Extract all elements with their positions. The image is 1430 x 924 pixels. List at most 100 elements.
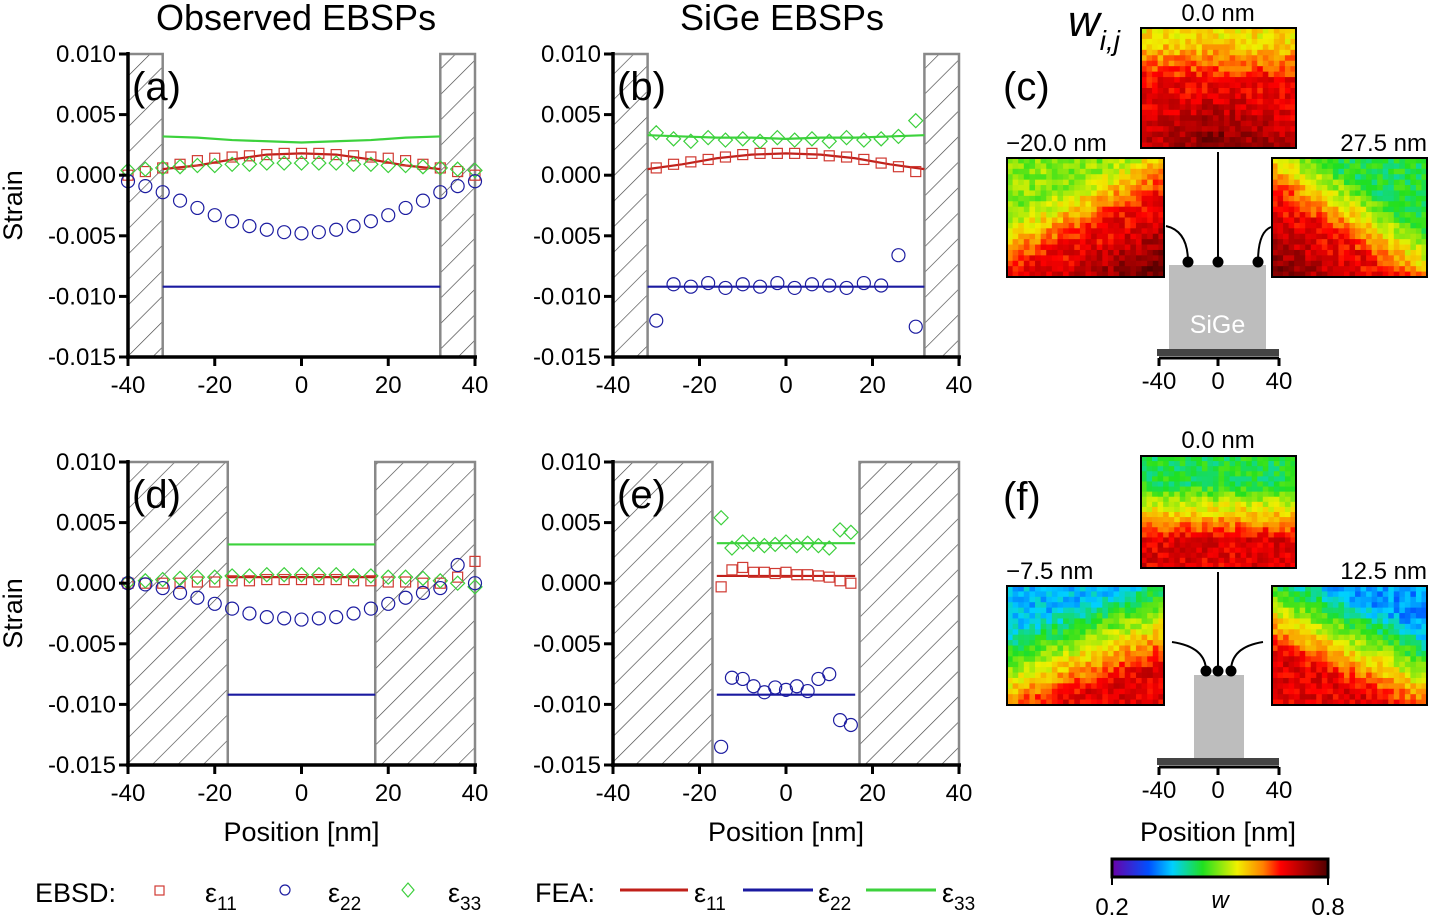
heatmap-cell bbox=[1290, 98, 1297, 105]
heatmap-cell bbox=[1240, 93, 1247, 100]
heatmap-cell bbox=[1091, 602, 1098, 609]
ebsd-point-e33 bbox=[769, 129, 786, 146]
heatmap-cell bbox=[1218, 512, 1225, 518]
heatmap-cell bbox=[1201, 120, 1208, 127]
heatmap-cell bbox=[1168, 491, 1175, 498]
heatmap-cell bbox=[1229, 104, 1236, 111]
heatmap-cell bbox=[1174, 562, 1181, 569]
heatmap-cell bbox=[1135, 174, 1142, 181]
heatmap-cell bbox=[1130, 688, 1137, 695]
heatmap-cell bbox=[1057, 613, 1064, 619]
heatmap-cell bbox=[1085, 688, 1092, 695]
heatmap-cell bbox=[1174, 44, 1181, 51]
ebsd-point-e33 bbox=[363, 568, 379, 584]
heatmap-cell bbox=[1051, 163, 1058, 170]
heatmap-cell bbox=[1018, 168, 1025, 175]
ebsd-point-e33 bbox=[810, 537, 827, 554]
heatmap-cell bbox=[1063, 645, 1070, 652]
heatmap-cell bbox=[1141, 163, 1148, 170]
heatmap-cell bbox=[1268, 28, 1275, 34]
heatmap-cell bbox=[1273, 506, 1280, 513]
heatmap-cell bbox=[1421, 163, 1428, 170]
title-sige: SiGe EBSPs bbox=[680, 0, 884, 38]
heatmap-cell bbox=[1360, 629, 1367, 636]
heatmap-cell bbox=[1404, 163, 1411, 170]
heatmap-cell bbox=[1068, 661, 1075, 668]
heatmap-cell bbox=[1012, 618, 1019, 625]
heatmap-cell bbox=[1152, 206, 1159, 213]
heatmap-cell bbox=[1229, 542, 1236, 549]
heatmap-cell bbox=[1410, 634, 1417, 641]
heatmap-cell bbox=[1152, 71, 1159, 78]
heatmap-cell bbox=[1007, 596, 1014, 603]
heatmap-cell bbox=[1201, 496, 1208, 503]
heatmap-cell bbox=[1141, 71, 1147, 78]
heatmap-cell bbox=[1299, 596, 1306, 603]
heatmap-cell bbox=[1349, 645, 1356, 652]
heatmap-cell bbox=[1130, 613, 1137, 619]
heatmap-cell bbox=[1277, 255, 1284, 262]
heatmap-cell bbox=[1007, 168, 1014, 175]
heatmap-cell bbox=[1393, 212, 1400, 218]
heatmap-cell bbox=[1305, 249, 1312, 256]
heatmap-cell bbox=[1135, 206, 1142, 213]
heatmap-cell bbox=[1074, 249, 1081, 256]
heatmap-cell bbox=[1371, 201, 1378, 208]
heatmap-cell bbox=[1355, 591, 1361, 598]
heatmap-cell bbox=[1135, 694, 1142, 700]
x-tick-label: -40 bbox=[596, 780, 631, 807]
heatmap-cell bbox=[1388, 228, 1395, 235]
heatmap-cell bbox=[1023, 222, 1030, 229]
heatmap-cell bbox=[1399, 688, 1406, 695]
heatmap-cell bbox=[1268, 481, 1275, 487]
heatmap-cell bbox=[1382, 645, 1389, 652]
heatmap-cell bbox=[1262, 456, 1269, 462]
heatmap-cell bbox=[1152, 163, 1159, 170]
legend-ebsd-e11: ε11 bbox=[205, 878, 237, 915]
heatmap-cell bbox=[1273, 557, 1280, 564]
heatmap-cell bbox=[1046, 586, 1053, 592]
heatmap-cell bbox=[1273, 66, 1280, 73]
heatmap-cell bbox=[1246, 142, 1253, 149]
heatmap-cell bbox=[1268, 126, 1275, 133]
heatmap-cell bbox=[1130, 228, 1137, 235]
heatmap-cell bbox=[1257, 77, 1264, 83]
heatmap-cell bbox=[1096, 596, 1103, 603]
heatmap-cell bbox=[1360, 266, 1367, 272]
heatmap-cell bbox=[1012, 667, 1019, 673]
heatmap-cell bbox=[1316, 239, 1323, 245]
heatmap-cell bbox=[1051, 271, 1058, 278]
heatmap-cell bbox=[1035, 222, 1042, 229]
heatmap-cell bbox=[1294, 613, 1301, 619]
heatmap-cell bbox=[1130, 623, 1137, 630]
heatmap-cell bbox=[1257, 456, 1264, 462]
heatmap-cell bbox=[1207, 109, 1214, 116]
heatmap-cell bbox=[1091, 206, 1098, 213]
heatmap-cell bbox=[1190, 33, 1197, 40]
heatmap-cell bbox=[1262, 542, 1269, 549]
heatmap-cell bbox=[1152, 44, 1159, 51]
heatmap-cell bbox=[1152, 522, 1159, 528]
heatmap-cell bbox=[1023, 217, 1030, 224]
heatmap-cell bbox=[1113, 650, 1120, 657]
heatmap-cell bbox=[1141, 115, 1147, 122]
heatmap-cell bbox=[1135, 640, 1142, 646]
heatmap-cell bbox=[1284, 517, 1291, 523]
heatmap-cell bbox=[1382, 222, 1389, 229]
heatmap-cell bbox=[1196, 55, 1203, 62]
heatmap-cell bbox=[1152, 552, 1159, 559]
heatmap-cell bbox=[1310, 244, 1317, 251]
heatmap-cell bbox=[1404, 255, 1411, 262]
heatmap-cell bbox=[1404, 629, 1411, 636]
heatmap-cell bbox=[1018, 613, 1025, 619]
heatmap-cell bbox=[1327, 222, 1334, 229]
heatmap-cell bbox=[1360, 688, 1367, 695]
heatmap-cell bbox=[1272, 683, 1278, 690]
heatmap-cell bbox=[1310, 640, 1317, 646]
heatmap-cell bbox=[1355, 201, 1361, 208]
heatmap-cell bbox=[1141, 260, 1148, 267]
heatmap-cell bbox=[1294, 179, 1301, 186]
heatmap-cell bbox=[1130, 699, 1137, 706]
heatmap-cell bbox=[1371, 591, 1378, 598]
heatmap-cell bbox=[1235, 88, 1242, 94]
